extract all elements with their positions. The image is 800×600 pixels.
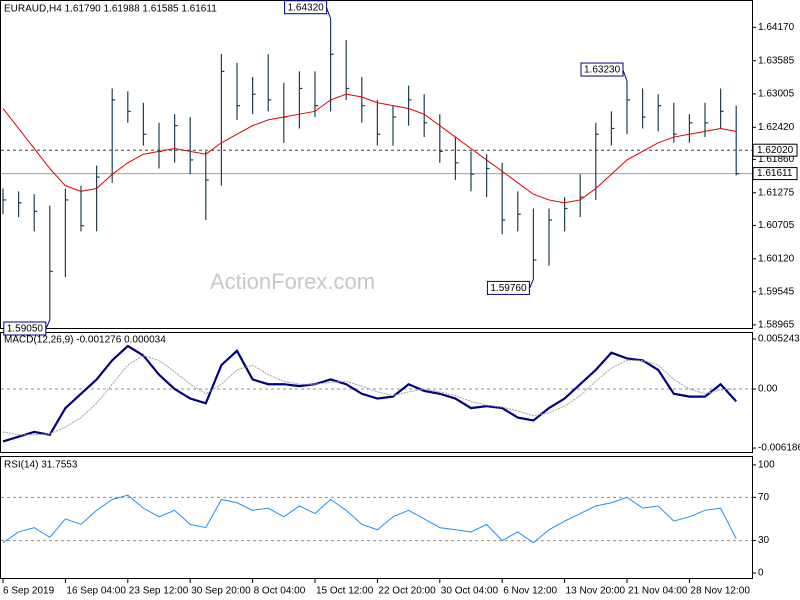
y-tick-label: 1.64170 [758, 22, 795, 33]
indicator-title: RSI(14) 31.7553 [4, 460, 78, 471]
annotation-box [580, 62, 624, 77]
y-tick-label: 1.61860 [758, 154, 795, 165]
chart-title: EURAUD,H4 1.61790 1.61988 1.61585 1.6161… [4, 4, 217, 15]
annotation-leader [326, 7, 332, 19]
y-tick-label: 0.005243 [758, 334, 800, 345]
annotation-leader [622, 69, 628, 82]
y-tick-label: 1.58965 [758, 319, 795, 330]
price-label-box [752, 167, 798, 181]
annotation-leader [528, 279, 534, 289]
x-tick-label: 30 Sep 20:00 [191, 586, 251, 597]
y-tick-label: 1.60705 [758, 220, 795, 231]
y-tick-label: 30 [758, 535, 770, 546]
price-label: 1.62020 [757, 145, 794, 156]
annotation-box [486, 280, 530, 295]
rsi-pane [0, 456, 753, 579]
y-tick-label: 100 [758, 460, 775, 471]
x-tick-label: 28 Nov 12:00 [690, 586, 750, 597]
watermark: ActionForex.com [210, 269, 375, 294]
annotation-label: 1.64320 [288, 2, 325, 13]
x-tick-label: 6 Sep 2019 [3, 586, 55, 597]
y-tick-label: 1.59545 [758, 286, 795, 297]
x-tick-label: 6 Nov 12:00 [503, 586, 557, 597]
x-tick-label: 15 Oct 12:00 [316, 586, 374, 597]
x-tick-label: 8 Oct 04:00 [254, 586, 306, 597]
indicator-title: MACD(12,26,9) -0.001276 0.000034 [4, 335, 166, 346]
x-tick-label: 23 Sep 12:00 [129, 586, 189, 597]
macd-pane [0, 332, 753, 453]
x-tick-label: 13 Nov 20:00 [566, 586, 626, 597]
y-tick-label: 1.62420 [758, 122, 795, 133]
y-tick-label: 1.60120 [758, 253, 795, 264]
indicator-line [2, 344, 738, 443]
y-tick-label: -0.006186 [758, 443, 800, 454]
annotation-label: 1.59760 [490, 283, 527, 294]
indicator-line [2, 494, 737, 544]
indicator-line [2, 355, 737, 436]
price-label-box [752, 143, 798, 157]
y-tick-label: 70 [758, 492, 770, 503]
price-label: 1.61611 [757, 168, 793, 179]
price-pane [0, 0, 753, 329]
y-tick-label: 0 [758, 568, 764, 579]
annotation-label: 1.59050 [7, 324, 44, 335]
annotation-box [3, 321, 47, 336]
y-tick-label: 1.61275 [758, 187, 795, 198]
moving-average [2, 93, 737, 204]
annotation-leader [45, 319, 51, 330]
x-tick-label: 22 Oct 20:00 [378, 586, 436, 597]
y-tick-label: 1.63585 [758, 55, 795, 66]
x-tick-label: 16 Sep 04:00 [66, 586, 126, 597]
y-tick-label: 0.00 [758, 384, 778, 395]
x-tick-label: 21 Nov 04:00 [628, 586, 688, 597]
annotation-label: 1.63230 [584, 65, 621, 76]
y-tick-label: 1.63005 [758, 89, 795, 100]
annotation-box [284, 0, 328, 15]
x-tick-label: 30 Oct 04:00 [441, 586, 499, 597]
